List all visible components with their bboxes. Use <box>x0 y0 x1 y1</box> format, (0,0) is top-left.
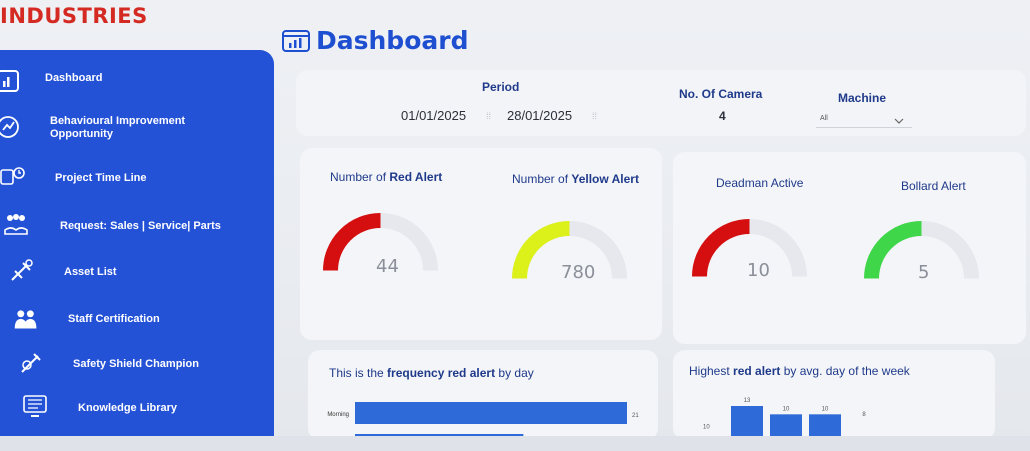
gauge-title-prefix: Number of <box>512 172 572 186</box>
gauge-fill <box>512 221 570 279</box>
sidebar-item-behavioural-improvement[interactable]: Behavioural Improvement Opportunity <box>0 112 270 144</box>
machine-select-value: All <box>820 115 828 122</box>
weekday-ytick-label: 10 <box>703 424 710 430</box>
sidebar-item-label: Dashboard <box>45 72 103 84</box>
sidebar-item-label-line1: Behavioural Improvement <box>50 115 186 127</box>
chart-title-suffix: by day <box>495 366 534 380</box>
brand-logo-text: INDUSTRIES <box>0 4 148 28</box>
sidebar-item-label: Project Time Line <box>55 172 147 184</box>
sidebar-item-label: Safety Shield Champion <box>73 358 199 370</box>
weekday-bar <box>770 414 802 440</box>
sidebar-item-safety-shield[interactable]: Safety Shield Champion <box>0 350 270 378</box>
frequency-bar-chart: Morning 21 <box>327 402 639 440</box>
date-separator: ⁞⁞ <box>592 111 598 121</box>
chevron-down-icon <box>894 118 904 124</box>
machine-label: Machine <box>838 91 887 105</box>
sidebar-item-knowledge-library[interactable]: Knowledge Library <box>0 392 270 424</box>
weekday-chart-title: Highest red alert by avg. day of the wee… <box>689 364 910 378</box>
weekday-chart-card: Highest red alert by avg. day of the wee… <box>673 350 995 440</box>
sidebar-item-label: Asset List <box>64 266 117 278</box>
gauge-title-bold: Yellow Alert <box>571 172 639 186</box>
gauge-value: 780 <box>561 262 596 283</box>
frequency-bar <box>355 402 627 424</box>
gauge-value: 44 <box>376 256 399 277</box>
frequency-value-label: 21 <box>632 413 639 419</box>
staff-icon <box>14 310 37 329</box>
date-separator: ⁞⁞ <box>486 111 492 121</box>
filters-panel: Period 01/01/2025 ⁞⁞ 28/01/2025 ⁞⁞ No. O… <box>296 70 1026 136</box>
chart-title-prefix: This is the <box>329 366 388 380</box>
gauge-arc <box>512 221 627 279</box>
asset-tool-icon <box>11 259 33 281</box>
gauge-value: 5 <box>918 262 930 283</box>
page-title: Dashboard <box>316 26 469 55</box>
weekday-bar-chart: 13 10 10 8 10 <box>703 398 866 440</box>
safety-shield-icon <box>21 353 41 373</box>
sidebar-item-label: Behavioural Improvement Opportunity <box>50 115 185 141</box>
page-header: Dashboard <box>282 26 468 55</box>
frequency-chart-title: This is the frequency red alert by day <box>329 366 534 380</box>
period-end-date[interactable]: 28/01/2025 <box>507 108 573 123</box>
dashboard-title-icon <box>282 29 310 52</box>
chart-title-bold: frequency red alert <box>387 366 496 380</box>
frequency-category-label: Morning <box>327 412 349 418</box>
period-label: Period <box>482 80 520 94</box>
gauge-fill <box>692 219 750 277</box>
gauge-title: Deadman Active <box>716 176 803 190</box>
sidebar-item-project-timeline[interactable]: Project Time Line <box>0 164 270 192</box>
gauge-title: Bollard Alert <box>901 179 966 193</box>
chart-title-bold: red alert <box>733 364 781 378</box>
weekday-value-label: 10 <box>783 406 790 412</box>
timeline-icon <box>0 167 25 185</box>
period-start-date[interactable]: 01/01/2025 <box>401 108 467 123</box>
sidebar-item-label: Knowledge Library <box>78 402 178 414</box>
chart-doc-icon <box>0 116 19 138</box>
sidebar-item-dashboard[interactable]: Dashboard <box>0 66 270 92</box>
weekday-bar <box>809 414 841 440</box>
chart-title-prefix: Highest <box>689 364 734 378</box>
gauge-title-prefix: Number of <box>330 170 390 184</box>
dashboard-icon <box>0 70 19 92</box>
gauge-arc <box>692 219 807 277</box>
sidebar-item-label: Staff Certification <box>68 313 160 325</box>
library-monitor-icon <box>23 395 47 417</box>
machine-select[interactable]: All <box>816 112 912 128</box>
taskbar <box>0 436 1030 451</box>
gauge-title-bold: Red Alert <box>389 170 443 184</box>
frequency-chart-card: This is the frequency red alert by day M… <box>308 350 658 440</box>
gauge-value: 10 <box>747 260 770 281</box>
weekday-value-label: 13 <box>744 398 751 404</box>
gauge-arc <box>864 221 979 279</box>
gauge-title: Number of Yellow Alert <box>512 172 639 186</box>
gauge-fill <box>864 221 922 279</box>
gauge-fill <box>323 213 381 271</box>
camera-value: 4 <box>719 109 726 123</box>
gauge-title-prefix: Deadman Active <box>716 176 804 190</box>
weekday-value-label: 8 <box>862 412 866 418</box>
gauge-title-prefix: Bollard Alert <box>901 179 966 193</box>
chart-title-suffix: by avg. day of the week <box>780 364 910 378</box>
weekday-bar <box>731 406 763 440</box>
gauge-arc <box>323 213 438 271</box>
weekday-value-label: 10 <box>822 406 829 412</box>
sidebar-item-label-line2: Opportunity <box>50 128 113 140</box>
sidebar-item-label: Request: Sales | Service| Parts <box>60 220 221 232</box>
sidebar-item-staff-certification[interactable]: Staff Certification <box>0 304 270 334</box>
camera-label: No. Of Camera <box>679 87 763 101</box>
sidebar-item-asset-list[interactable]: Asset List <box>0 258 270 286</box>
gauge-title: Number of Red Alert <box>330 170 442 184</box>
sidebar-item-request[interactable]: Request: Sales | Service| Parts <box>0 212 270 240</box>
team-hands-icon <box>4 214 28 235</box>
sidebar: Dashboard Behavioural Improvement Opport… <box>0 50 274 440</box>
